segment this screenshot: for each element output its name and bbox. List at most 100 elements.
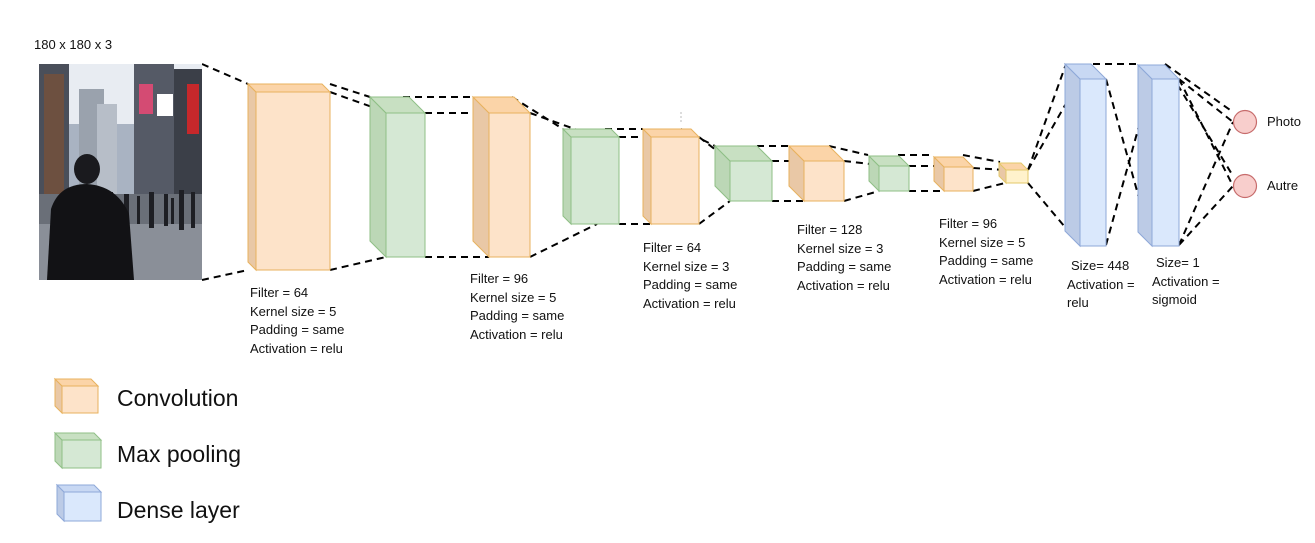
conv4-filter: Filter = 128: [797, 222, 863, 237]
conv2-filter: Filter = 96: [470, 271, 529, 286]
legend-icons: [53, 377, 103, 523]
conv3-params: Filter = 64 Kernel size = 3 Padding = sa…: [643, 239, 737, 313]
legend-label-dense-layer: Dense layer: [117, 497, 240, 523]
conv3-filter: Filter = 64: [643, 240, 702, 255]
pool4-block-front: [878, 165, 910, 192]
connector-conv3-pool3-top-b: [698, 136, 731, 162]
dense1-block: [1063, 62, 1108, 248]
pool3-block: [713, 144, 774, 203]
connector-conv2-pool2-top-a: [511, 96, 564, 130]
connector-flatten-dense1-bottom: [1027, 182, 1081, 246]
conv4-activation: Activation = relu: [797, 277, 890, 293]
legend-icon-dense-layer: [55, 483, 103, 523]
dense1-params: Size= 448 Activation = relu: [1067, 257, 1135, 313]
connector-conv5-conv6-bottom: [972, 182, 1006, 192]
connector-lines: [201, 63, 1234, 281]
conv5-activation: Activation = relu: [939, 271, 1032, 287]
connector-dense2-photo-a: [1164, 63, 1234, 113]
conv3-block-top: [641, 128, 701, 138]
pool3-block-front: [729, 160, 773, 202]
conv4-block: [787, 144, 846, 203]
conv5-kernel: Kernel size = 5: [939, 234, 1026, 250]
conv3-activation: Activation = relu: [643, 295, 736, 311]
legend-label-convolution: Convolution: [117, 385, 239, 411]
dense1-block-front: [1079, 78, 1107, 247]
conv1-block: [246, 82, 332, 272]
legend-icon-convolution-top: [53, 378, 100, 387]
conv4-params: Filter = 128 Kernel size = 3 Padding = s…: [797, 221, 891, 295]
legend-label-max-pooling: Max pooling: [117, 441, 242, 467]
connector-conv3-pool3-bottom: [698, 200, 731, 225]
conv1-block-top: [246, 83, 332, 93]
connector-conv4-pool4-top-a: [828, 145, 869, 156]
dense2-block-front: [1151, 78, 1180, 247]
layer-blocks: [246, 62, 1258, 272]
legend-icon-max-pooling-front: [61, 439, 102, 469]
conv2-padding: Padding = same: [470, 308, 565, 323]
output-label-photo: Photo: [1267, 114, 1301, 129]
conv5-padding: Padding = same: [939, 253, 1034, 268]
conv2-params: Filter = 96 Kernel size = 5 Padding = sa…: [470, 270, 564, 344]
dense2-activation-label: Activation =: [1152, 273, 1220, 289]
output-node-autre: [1232, 173, 1258, 199]
conv1-block-front: [255, 91, 331, 271]
conv3-block: [641, 127, 701, 226]
conv5-params: Filter = 96 Kernel size = 5 Padding = sa…: [939, 215, 1033, 289]
conv3-kernel: Kernel size = 3: [643, 258, 730, 274]
output-node-photo: [1232, 109, 1258, 135]
conv5-block-front: [943, 166, 974, 192]
dense2-activation-value: sigmoid: [1152, 292, 1197, 307]
dense1-activation-label: Activation =: [1067, 276, 1135, 292]
input-image: [39, 64, 202, 280]
conv5-filter: Filter = 96: [939, 216, 998, 231]
connector-input-conv1-top: [201, 63, 249, 85]
output-label-autre: Autre: [1267, 178, 1299, 193]
conv2-block: [471, 95, 532, 259]
conv1-activation: Activation = relu: [250, 340, 343, 356]
connector-conv1-pool1-bottom: [329, 256, 387, 271]
connector-dense2-autre-c: [1178, 185, 1234, 246]
conv1-block-side: [247, 82, 257, 272]
pool1-block-side: [369, 95, 387, 259]
connector-dense2-autre-a: [1164, 63, 1234, 177]
connector-flatten-dense1-top-a: [1027, 63, 1067, 171]
connector-dense1-dense2-cross-b: [1105, 78, 1153, 246]
conv2-block-side: [472, 95, 490, 259]
dense1-block-side: [1064, 62, 1081, 248]
pool2-block-top: [561, 128, 621, 138]
dense2-block: [1136, 63, 1181, 248]
conv1-kernel: Kernel size = 5: [250, 303, 337, 319]
input-size-text: 180 x 180 x 3: [34, 37, 113, 52]
connector-conv2-pool2-bottom: [529, 223, 598, 258]
connector-dense2-autre-b: [1178, 78, 1234, 187]
legend-icon-convolution-front: [61, 385, 99, 414]
legend-icon-dense-layer-front: [63, 491, 102, 522]
connector-input-conv1-bottom: [201, 269, 249, 281]
conv4-padding: Padding = same: [797, 259, 892, 274]
conv4-kernel: Kernel size = 3: [797, 240, 884, 256]
connector-dense2-photo-c: [1178, 121, 1234, 246]
pool4-block: [867, 154, 911, 193]
connector-conv5-conv6-top-a: [962, 154, 1001, 163]
legend-icon-convolution: [53, 377, 100, 415]
conv1-padding: Padding = same: [250, 322, 345, 337]
legend-icon-max-pooling-top: [53, 432, 103, 441]
dense2-block-side: [1137, 63, 1153, 248]
connector-conv4-pool4-bottom: [843, 190, 880, 202]
pool2-block-front: [570, 136, 620, 225]
conv2-kernel: Kernel size = 5: [470, 289, 557, 305]
dense2-size: Size= 1: [1156, 255, 1200, 270]
dense1-activation-value: relu: [1067, 295, 1089, 310]
conv4-block-front: [803, 160, 845, 202]
dense2-params: Size= 1 Activation = sigmoid: [1152, 254, 1220, 310]
pool2-block-side: [562, 127, 572, 226]
conv5-block: [932, 155, 975, 193]
conv1-params: Filter = 64 Kernel size = 5 Padding = sa…: [250, 284, 344, 358]
pool1-block-front: [385, 112, 426, 258]
conv2-block-front: [488, 112, 531, 258]
conv2-activation: Activation = relu: [470, 326, 563, 342]
pool2-block: [561, 127, 621, 226]
dense1-size: Size= 448: [1071, 258, 1130, 273]
conv3-block-side: [642, 127, 652, 226]
